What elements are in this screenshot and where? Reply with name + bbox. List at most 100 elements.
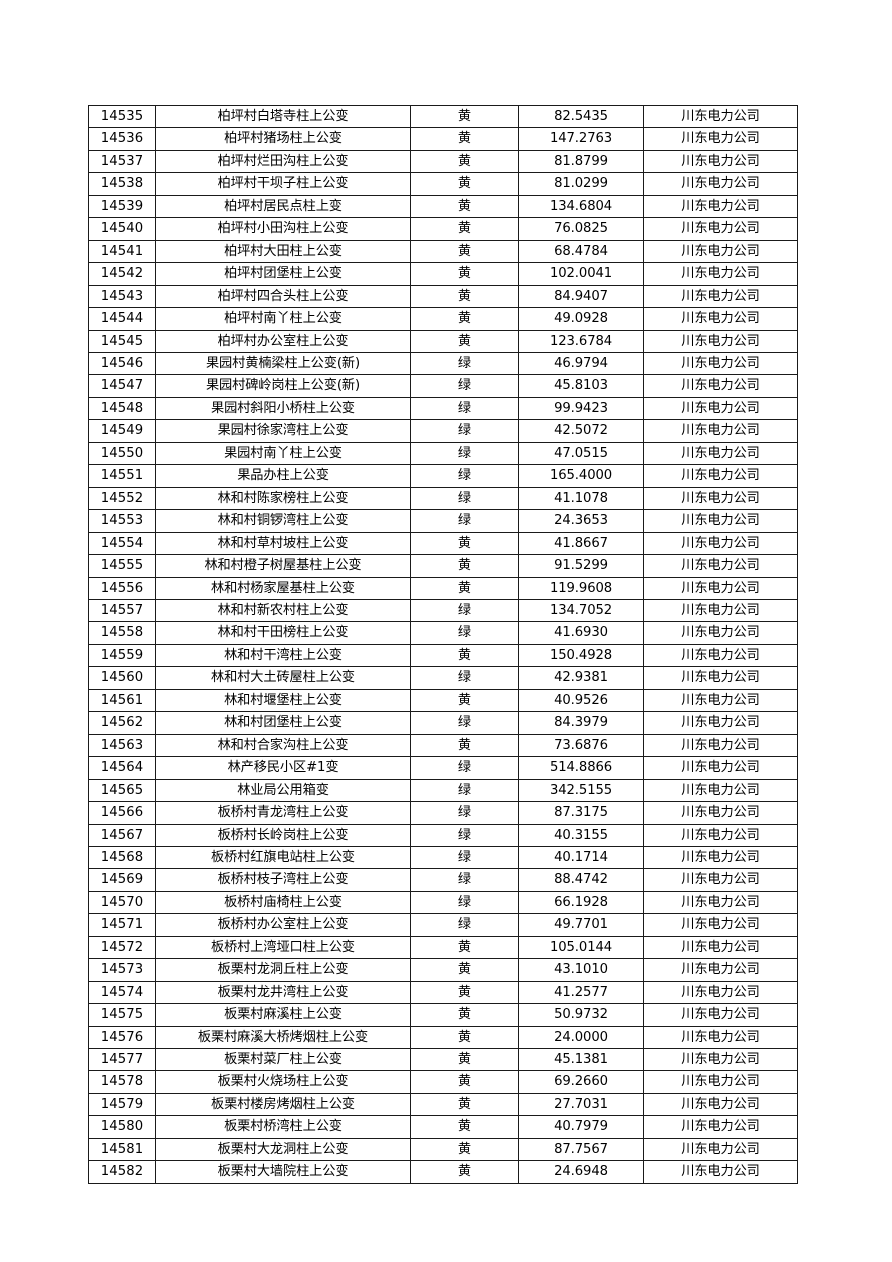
cell-org: 川东电力公司 bbox=[643, 711, 798, 735]
cell-org: 川东电力公司 bbox=[643, 149, 798, 174]
cell-org: 川东电力公司 bbox=[643, 441, 798, 466]
table-row: 14554 林和村草村坡柱上公变黄 41.8667 川东电力公司 bbox=[88, 531, 798, 556]
cell-name: 果园村黄楠梁柱上公变(新) bbox=[155, 351, 411, 376]
cell-id: 14559 bbox=[88, 643, 156, 668]
cell-color: 绿 bbox=[410, 778, 519, 803]
cell-id: 14578 bbox=[88, 1070, 156, 1094]
cell-org: 川东电力公司 bbox=[643, 958, 798, 982]
table-row: 14556 林和村杨家屋基柱上公变黄 119.9608 川东电力公司 bbox=[88, 576, 798, 600]
table-row: 14569 板桥村枝子湾柱上公变绿 88.4742 川东电力公司 bbox=[88, 868, 798, 892]
cell-value: 342.5155 bbox=[518, 778, 644, 803]
cell-name: 柏坪村干坝子柱上公变 bbox=[155, 172, 411, 196]
cell-name: 板栗村大龙洞柱上公变 bbox=[155, 1137, 411, 1162]
cell-color: 绿 bbox=[410, 823, 519, 847]
cell-org: 川东电力公司 bbox=[643, 621, 798, 645]
cell-name: 柏坪村白塔寺柱上公变 bbox=[155, 104, 411, 129]
table-row: 14573 板栗村龙洞丘柱上公变黄 43.1010 川东电力公司 bbox=[88, 958, 798, 982]
cell-value: 41.2577 bbox=[518, 980, 644, 1005]
table-row: 14577 板栗村菜厂柱上公变黄 45.1381 川东电力公司 bbox=[88, 1048, 798, 1072]
cell-color: 黄 bbox=[410, 643, 519, 668]
cell-value: 24.6948 bbox=[518, 1160, 644, 1184]
cell-id: 14581 bbox=[88, 1137, 156, 1162]
cell-org: 川东电力公司 bbox=[643, 778, 798, 803]
cell-color: 黄 bbox=[410, 149, 519, 174]
cell-org: 川东电力公司 bbox=[643, 801, 798, 825]
cell-org: 川东电力公司 bbox=[643, 935, 798, 960]
cell-id: 14579 bbox=[88, 1092, 156, 1117]
cell-id: 14565 bbox=[88, 778, 156, 803]
cell-name: 板栗村麻溪大桥烤烟柱上公变 bbox=[155, 1025, 411, 1050]
cell-org: 川东电力公司 bbox=[643, 239, 798, 264]
cell-org: 川东电力公司 bbox=[643, 329, 798, 353]
cell-name: 林和村干湾柱上公变 bbox=[155, 643, 411, 668]
table-row: 14567 板桥村长岭岗柱上公变绿 40.3155 川东电力公司 bbox=[88, 823, 798, 847]
cell-org: 川东电力公司 bbox=[643, 554, 798, 578]
table-row: 14547 果园村碑岭岗柱上公变(新) 绿 45.8103 川东电力公司 bbox=[88, 374, 798, 398]
cell-org: 川东电力公司 bbox=[643, 733, 798, 758]
cell-name: 柏坪村团堡柱上公变 bbox=[155, 262, 411, 286]
cell-value: 41.1078 bbox=[518, 486, 644, 511]
cell-name: 柏坪村小田沟柱上公变 bbox=[155, 217, 411, 241]
cell-name: 板桥村办公室柱上公变 bbox=[155, 913, 411, 937]
cell-id: 14575 bbox=[88, 1003, 156, 1027]
cell-color: 黄 bbox=[410, 688, 519, 713]
table-row: 14542 柏坪村团堡柱上公变黄 102.0041 川东电力公司 bbox=[88, 262, 798, 286]
cell-color: 黄 bbox=[410, 935, 519, 960]
cell-color: 绿 bbox=[410, 890, 519, 915]
cell-color: 黄 bbox=[410, 1092, 519, 1117]
cell-org: 川东电力公司 bbox=[643, 598, 798, 623]
cell-org: 川东电力公司 bbox=[643, 890, 798, 915]
cell-name: 板栗村火烧场柱上公变 bbox=[155, 1070, 411, 1094]
table-row: 14576 板栗村麻溪大桥烤烟柱上公变黄 24.0000 川东电力公司 bbox=[88, 1025, 798, 1050]
table-row: 14549 果园村徐家湾柱上公变绿 42.5072 川东电力公司 bbox=[88, 419, 798, 443]
cell-id: 14548 bbox=[88, 396, 156, 421]
table-row: 14575 板栗村麻溪柱上公变黄 50.9732 川东电力公司 bbox=[88, 1003, 798, 1027]
cell-id: 14574 bbox=[88, 980, 156, 1005]
cell-color: 绿 bbox=[410, 374, 519, 398]
cell-org: 川东电力公司 bbox=[643, 464, 798, 488]
table-row: 14560 林和村大土砖屋柱上公变绿 42.9381 川东电力公司 bbox=[88, 666, 798, 690]
cell-id: 14549 bbox=[88, 419, 156, 443]
transformer-data-table: 14535 柏坪村白塔寺柱上公变黄 82.5435 川东电力公司 14536 柏坪村猪场柱… bbox=[88, 104, 798, 1184]
cell-value: 81.8799 bbox=[518, 149, 644, 174]
cell-name: 林和村新农村柱上公变 bbox=[155, 598, 411, 623]
cell-org: 川东电力公司 bbox=[643, 823, 798, 847]
cell-org: 川东电力公司 bbox=[643, 913, 798, 937]
cell-id: 14540 bbox=[88, 217, 156, 241]
cell-name: 柏坪村猪场柱上公变 bbox=[155, 127, 411, 151]
cell-org: 川东电力公司 bbox=[643, 194, 798, 219]
cell-color: 黄 bbox=[410, 329, 519, 353]
cell-id: 14569 bbox=[88, 868, 156, 892]
cell-value: 40.3155 bbox=[518, 823, 644, 847]
cell-color: 黄 bbox=[410, 239, 519, 264]
cell-name: 林和村合家沟柱上公变 bbox=[155, 733, 411, 758]
cell-color: 绿 bbox=[410, 486, 519, 511]
cell-org: 川东电力公司 bbox=[643, 868, 798, 892]
cell-id: 14551 bbox=[88, 464, 156, 488]
cell-color: 黄 bbox=[410, 554, 519, 578]
cell-id: 14544 bbox=[88, 307, 156, 331]
cell-value: 84.9407 bbox=[518, 284, 644, 309]
cell-id: 14547 bbox=[88, 374, 156, 398]
cell-color: 黄 bbox=[410, 1003, 519, 1027]
table-row: 14558 林和村干田榜柱上公变绿 41.6930 川东电力公司 bbox=[88, 621, 798, 645]
table-row: 14544 柏坪村南丫柱上公变黄 49.0928 川东电力公司 bbox=[88, 307, 798, 331]
cell-org: 川东电力公司 bbox=[643, 284, 798, 309]
transformer-table-container: 14535 柏坪村白塔寺柱上公变黄 82.5435 川东电力公司 14536 柏坪村猪场柱… bbox=[88, 104, 798, 1184]
cell-value: 88.4742 bbox=[518, 868, 644, 892]
cell-org: 川东电力公司 bbox=[643, 1048, 798, 1072]
table-row: 14553 林和村铜锣湾柱上公变绿 24.3653 川东电力公司 bbox=[88, 509, 798, 533]
cell-color: 黄 bbox=[410, 194, 519, 219]
cell-name: 柏坪村四合头柱上公变 bbox=[155, 284, 411, 309]
cell-value: 24.3653 bbox=[518, 509, 644, 533]
cell-color: 绿 bbox=[410, 666, 519, 690]
cell-name: 林和村团堡柱上公变 bbox=[155, 711, 411, 735]
cell-color: 黄 bbox=[410, 1070, 519, 1094]
cell-color: 绿 bbox=[410, 509, 519, 533]
cell-id: 14573 bbox=[88, 958, 156, 982]
cell-org: 川东电力公司 bbox=[643, 980, 798, 1005]
table-row: 14565 林业局公用箱变绿 342.5155 川东电力公司 bbox=[88, 778, 798, 803]
cell-color: 黄 bbox=[410, 262, 519, 286]
cell-org: 川东电力公司 bbox=[643, 1137, 798, 1162]
